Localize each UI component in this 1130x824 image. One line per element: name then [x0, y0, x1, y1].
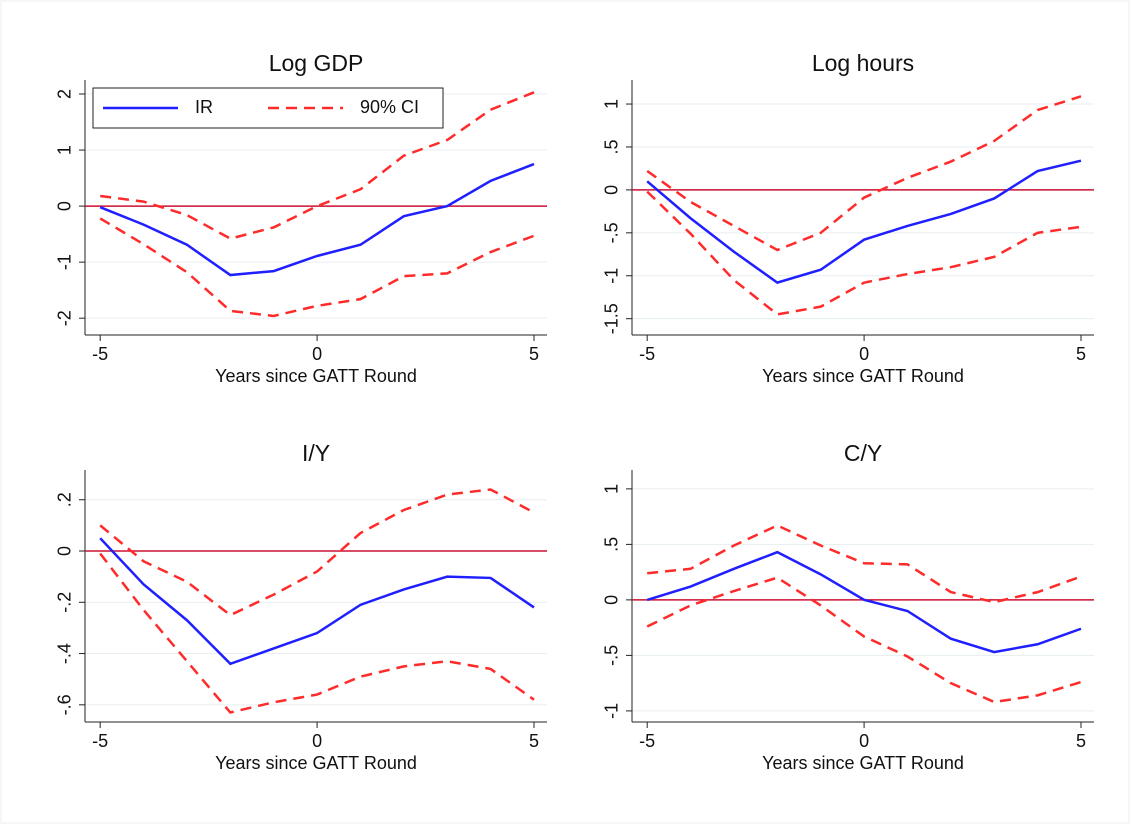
y-tick-label: .5	[602, 139, 622, 154]
y-tick-label: 0	[602, 185, 622, 195]
x-axis-label: Years since GATT Round	[762, 753, 964, 773]
x-tick-label: 5	[1076, 731, 1086, 751]
series-line	[99, 488, 535, 617]
series-line	[99, 552, 535, 714]
y-tick-label: .2	[55, 492, 75, 507]
series-line	[99, 537, 535, 666]
y-tick-label: 1	[602, 99, 622, 109]
x-tick-label: 0	[859, 731, 869, 751]
x-tick-label: 0	[312, 731, 322, 751]
y-tick-label: 1	[602, 484, 622, 494]
series-line	[647, 524, 1082, 604]
x-tick-label: 5	[529, 344, 539, 364]
y-tick-label: 0	[55, 201, 75, 211]
series-line	[100, 91, 535, 240]
series-line	[99, 162, 535, 277]
series-line	[99, 217, 535, 318]
y-tick-label: 2	[55, 89, 75, 99]
y-tick-label: -1.5	[602, 303, 622, 334]
y-tick-label: -.2	[55, 592, 75, 613]
y-tick-label: -.5	[602, 222, 622, 243]
x-axis-label: Years since GATT Round	[215, 753, 417, 773]
x-axis-label: Years since GATT Round	[215, 366, 417, 386]
x-tick-label: 0	[859, 344, 869, 364]
x-tick-label: -5	[639, 731, 655, 751]
x-axis-label: Years since GATT Round	[762, 366, 964, 386]
y-tick-label: -1	[602, 703, 622, 719]
y-tick-label: -2	[55, 310, 75, 326]
panel-title: C/Y	[844, 440, 882, 466]
series-line	[646, 576, 1082, 704]
series-line	[646, 550, 1082, 654]
series-line	[646, 190, 1082, 316]
panel-title: I/Y	[302, 440, 330, 466]
legend-label: 90% CI	[360, 97, 419, 117]
y-tick-label: -.5	[602, 645, 622, 666]
y-tick-label: 0	[602, 595, 622, 605]
panel-title: Log hours	[812, 50, 914, 76]
x-tick-label: 5	[529, 731, 539, 751]
x-tick-label: -5	[92, 731, 108, 751]
x-tick-label: -5	[92, 344, 108, 364]
x-tick-label: 0	[312, 344, 322, 364]
y-tick-label: -1	[602, 268, 622, 284]
legend-label: IR	[195, 97, 213, 117]
panel-title: Log GDP	[269, 50, 364, 76]
series-line	[646, 159, 1082, 284]
y-tick-label: -1	[55, 254, 75, 270]
y-tick-label: 0	[55, 546, 75, 556]
x-tick-label: -5	[639, 344, 655, 364]
series-line	[646, 95, 1082, 252]
y-tick-label: 1	[55, 145, 75, 155]
y-tick-label: -.4	[55, 643, 75, 664]
y-tick-label: .5	[602, 537, 622, 552]
x-tick-label: 5	[1076, 344, 1086, 364]
y-tick-label: -.6	[55, 694, 75, 715]
